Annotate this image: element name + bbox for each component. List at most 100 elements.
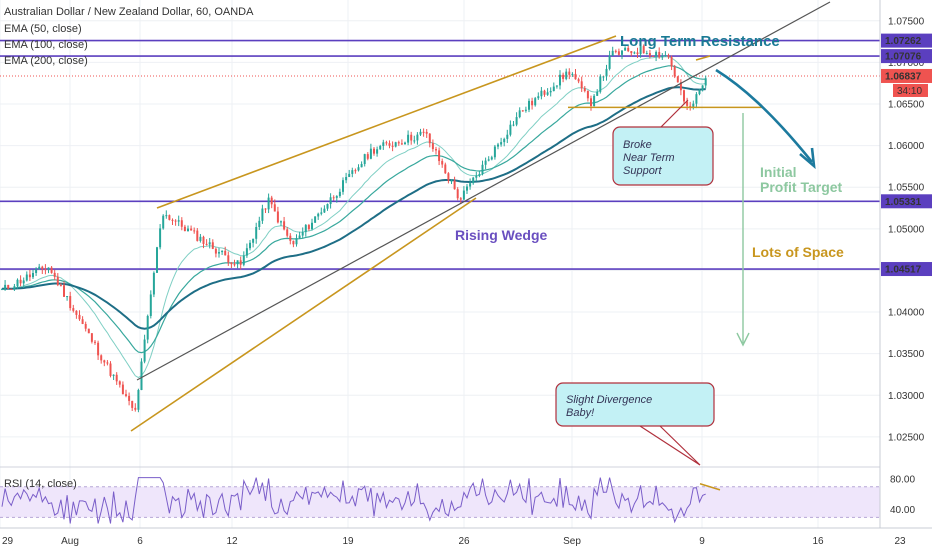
- candle-body: [450, 180, 453, 182]
- candle-body: [233, 264, 236, 266]
- candle-body: [342, 180, 344, 192]
- candle-body: [75, 310, 78, 315]
- candle-body: [466, 186, 468, 191]
- candle-body: [22, 280, 25, 284]
- candle-body: [171, 219, 174, 221]
- candle-body: [78, 314, 81, 320]
- legend-rsi: RSI (14, close): [4, 478, 77, 490]
- candle-body: [301, 232, 304, 236]
- candle-body: [94, 341, 96, 343]
- candle-body: [16, 279, 19, 287]
- candle-body: [28, 274, 31, 278]
- candle-body: [283, 221, 286, 230]
- candle-body: [577, 79, 580, 82]
- candle-body: [258, 220, 261, 228]
- candle-body: [264, 208, 267, 210]
- candle-body: [413, 140, 416, 142]
- broke-support-callout: [612, 126, 714, 186]
- candle-body: [230, 262, 233, 265]
- candle-body: [692, 103, 695, 107]
- rsi-band-fill: [0, 486, 880, 518]
- candle-body: [146, 315, 149, 340]
- candle-body: [125, 394, 127, 396]
- candle-body: [679, 82, 682, 91]
- candle-body: [599, 76, 602, 92]
- candle-body: [87, 328, 90, 334]
- candle-body: [472, 177, 475, 184]
- candle-body: [400, 143, 403, 145]
- candle-body: [41, 266, 44, 270]
- candle-body: [509, 124, 512, 135]
- candle-body: [245, 248, 248, 256]
- broke-support-text: Near Term: [623, 152, 675, 164]
- candle-body: [404, 142, 406, 145]
- candle-body: [134, 407, 137, 410]
- candle-body: [214, 248, 217, 254]
- candle-body: [143, 339, 146, 362]
- annotations: Long Term Resistance Rising Wedge InitialP…: [455, 33, 844, 466]
- y-tick-label: 1.05000: [888, 224, 925, 235]
- candle-body: [596, 91, 599, 96]
- candle-body: [428, 133, 431, 144]
- candle-body: [338, 191, 341, 197]
- candle-body: [518, 110, 521, 118]
- candle-body: [534, 98, 537, 106]
- candle-body: [304, 225, 307, 233]
- candle-body: [695, 94, 698, 104]
- candle-body: [354, 170, 357, 172]
- candle-body: [568, 71, 571, 75]
- lots-of-space-label: Lots of Space: [752, 244, 844, 260]
- candle-body: [168, 215, 171, 220]
- candle-body: [645, 53, 648, 55]
- candle-body: [66, 296, 69, 298]
- candle-body: [552, 86, 555, 91]
- candle-body: [621, 50, 623, 55]
- candle-body: [162, 215, 165, 229]
- candle-body: [648, 53, 651, 56]
- candle-body: [261, 208, 264, 221]
- candle-body: [90, 333, 93, 342]
- ema-100-line: [1, 65, 706, 354]
- candle-body: [112, 374, 115, 376]
- candle-body: [360, 164, 363, 168]
- candle-body: [345, 176, 348, 181]
- candle-body: [652, 55, 654, 57]
- candle-body: [227, 255, 230, 263]
- price-label-box: [881, 194, 932, 209]
- candle-body: [453, 180, 456, 190]
- candle-body: [32, 272, 34, 278]
- candle-body: [56, 276, 59, 286]
- candle-body: [658, 51, 661, 58]
- lots-of-space-arrow-head: [736, 332, 750, 347]
- candle-body: [249, 242, 251, 249]
- candle-body: [190, 228, 193, 231]
- candle-body: [218, 252, 220, 254]
- divergence-text: Baby!: [566, 407, 594, 419]
- candle-body: [137, 390, 140, 410]
- grid-lines: [0, 0, 901, 528]
- ema-lines: [1, 56, 706, 379]
- candle-body: [562, 74, 565, 79]
- candle-body: [447, 173, 450, 181]
- candle-body: [13, 286, 16, 289]
- candle-body: [614, 50, 617, 52]
- x-tick-label: Sep: [563, 536, 581, 547]
- candle-body: [676, 76, 679, 83]
- y-tick-label: 1.06000: [888, 141, 925, 152]
- candle-body: [292, 240, 295, 245]
- candlesticks: [1, 44, 707, 413]
- candle-body: [208, 242, 211, 245]
- candle-body: [459, 198, 462, 200]
- candle-body: [236, 260, 239, 265]
- countdown-text: 34:10: [897, 86, 922, 97]
- candle-body: [497, 144, 499, 147]
- candle-body: [298, 235, 301, 239]
- x-tick-label: 16: [812, 536, 824, 547]
- candle-body: [683, 90, 685, 102]
- candle-body: [490, 157, 493, 160]
- candle-body: [211, 242, 214, 249]
- candle-body: [335, 196, 338, 198]
- candle-body: [295, 238, 298, 245]
- candle-body: [624, 47, 627, 51]
